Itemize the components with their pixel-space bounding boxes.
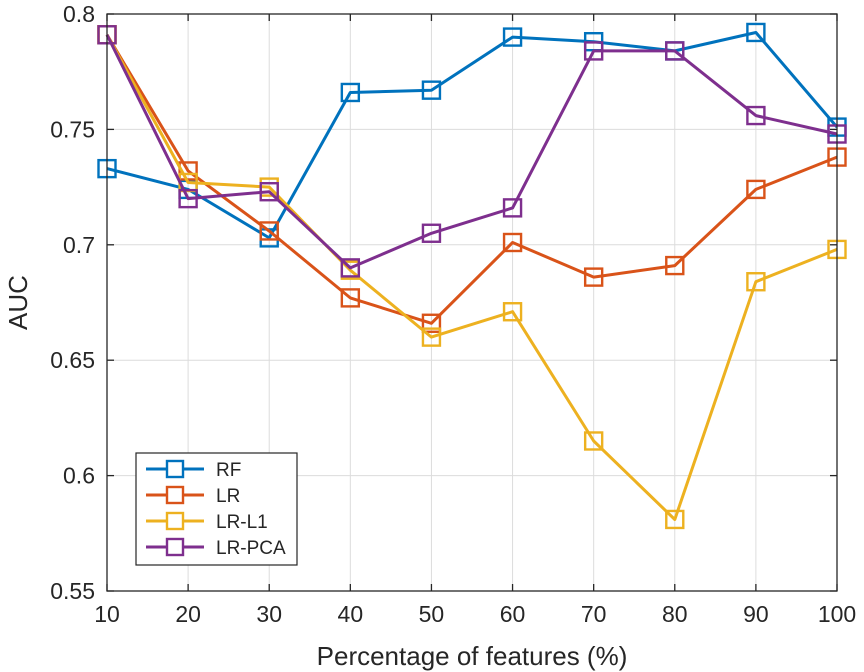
series-line-lr-pca	[105, 34, 838, 270]
y-tick-label: 0.7	[63, 232, 95, 258]
data-point-lr	[421, 313, 442, 333]
legend-item-rf: RF	[146, 459, 241, 481]
data-point-lr	[665, 255, 685, 276]
x-tick-label: 70	[581, 601, 607, 627]
data-point-lr	[259, 221, 279, 241]
y-tick-label: 0.65	[50, 347, 95, 373]
plot-frame	[106, 13, 838, 592]
data-point-lr-pca	[502, 198, 523, 218]
data-point-rf	[421, 80, 442, 100]
data-point-lr-pca	[421, 223, 442, 243]
data-point-lr-l1	[502, 302, 523, 322]
data-point-lr-pca	[340, 258, 361, 278]
data-point-lr-pca	[178, 188, 198, 209]
legend-label: LR	[216, 486, 240, 507]
series-layer	[97, 22, 847, 530]
y-axis-label: AUC	[3, 275, 33, 330]
legend-item-lr-l1: LR-L1	[146, 511, 268, 533]
data-point-lr-l1	[746, 272, 766, 292]
legend-item-lr-pca: LR-PCA	[146, 537, 286, 559]
x-tick-label: 60	[500, 601, 526, 627]
y-tick-label: 0.75	[50, 116, 95, 142]
y-tick-label: 0.8	[63, 1, 95, 27]
data-point-rf	[340, 82, 361, 103]
legend-label: RF	[216, 460, 241, 481]
legend-swatch-marker	[165, 511, 185, 531]
legend-label: LR-L1	[216, 512, 268, 533]
data-point-lr-l1	[421, 327, 442, 347]
y-tick-label: 0.6	[63, 463, 95, 489]
data-point-lr-l1	[583, 431, 604, 451]
x-tick-label: 50	[419, 601, 445, 627]
series-line-rf	[106, 31, 839, 240]
data-point-lr	[746, 179, 766, 200]
x-tick-label: 10	[94, 601, 120, 627]
series-line-lr-l1	[105, 34, 838, 521]
x-tick-label: 80	[662, 601, 688, 627]
data-point-lr-pca	[665, 41, 685, 61]
data-point-lr	[583, 267, 604, 287]
x-tick-label: 20	[175, 601, 201, 627]
tick-labels: 10 20 30 40 50 60 70 80 90 100 0.55 0.6 0.65 0.7 0.75 0…	[50, 1, 856, 627]
y-tick-label: 0.55	[50, 578, 95, 604]
legend-swatch-marker	[165, 537, 185, 557]
legend: RF LR LR-L1 LR-PCA	[135, 452, 298, 566]
series-lr	[97, 25, 847, 333]
data-point-lr-pca	[259, 182, 279, 202]
legend-swatch-marker	[165, 485, 185, 505]
series-line-lr	[105, 34, 838, 325]
x-tick-label: 90	[743, 601, 769, 627]
data-point-rf	[746, 22, 766, 43]
data-point-lr-pca	[746, 105, 766, 126]
x-axis-label: Percentage of features (%)	[317, 641, 628, 671]
data-point-rf	[502, 27, 523, 47]
x-tick-label: 100	[818, 601, 856, 627]
x-tick-label: 40	[338, 601, 364, 627]
data-point-lr	[502, 232, 523, 253]
data-point-lr	[340, 288, 361, 308]
legend-swatch-marker	[165, 459, 185, 479]
data-point-lr-pca	[583, 41, 604, 61]
data-point-lr-l1	[665, 509, 685, 530]
legend-label: LR-PCA	[216, 538, 286, 559]
legend-item-lr: LR	[146, 485, 240, 507]
x-tick-label: 30	[256, 601, 282, 627]
axis-ticks	[106, 13, 838, 592]
